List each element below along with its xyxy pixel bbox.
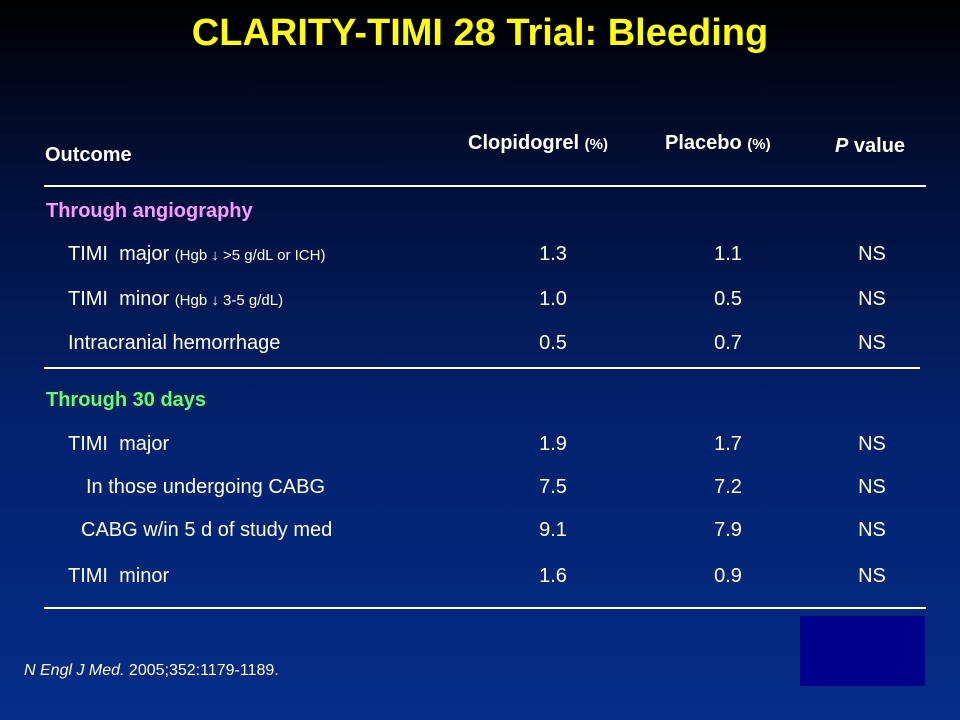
header-p-italic: P [835,135,849,157]
header-outcome-label: Outcome [45,144,132,166]
table-row: TIMI major (Hgb ↓ >5 g/dL or ICH) 1.3 1.… [0,243,960,273]
cell-clopidogrel: 9.1 [539,519,567,541]
header-placebo: Placebo (%) [665,132,771,155]
cell-clopidogrel: 1.0 [539,288,567,310]
table-row: In those undergoing CABG 7.5 7.2 NS [0,476,960,506]
section-divider [44,367,920,369]
header-clopidogrel: Clopidogrel (%) [468,132,608,155]
cell-clopidogrel: 1.6 [539,565,567,587]
header-clopidogrel-unit: (%) [584,136,608,153]
cell-placebo: 0.9 [714,565,742,587]
cell-p-value: NS [858,243,886,265]
row-label: TIMI major [68,433,170,455]
header-divider [44,185,926,187]
cell-p-value: NS [858,433,886,455]
row-label: TIMI minor (Hgb ↓ 3-5 g/dL) [68,288,283,311]
cell-clopidogrel: 7.5 [539,476,567,498]
row-label: CABG w/in 5 d of study med [81,519,333,541]
header-p-value: P value [835,135,905,158]
header-p-rest: value [848,135,906,157]
cell-p-value: NS [858,476,886,498]
cell-placebo: 7.9 [714,519,742,541]
cell-clopidogrel: 0.5 [539,332,567,354]
cell-placebo: 0.7 [714,332,742,354]
row-label: TIMI minor [68,565,170,587]
table-row: Intracranial hemorrhage 0.5 0.7 NS [0,332,960,362]
cell-placebo: 1.1 [714,243,742,265]
row-label: TIMI major (Hgb ↓ >5 g/dL or ICH) [68,243,325,266]
header-placebo-label: Placebo [665,132,742,154]
slide-title: CLARITY-TIMI 28 Trial: Bleeding [191,12,769,54]
cell-placebo: 0.5 [714,288,742,310]
header-clopidogrel-label: Clopidogrel [468,132,580,154]
table-bottom-divider [44,607,926,609]
decorative-box [800,616,925,686]
cell-p-value: NS [858,565,886,587]
header-placebo-unit: (%) [747,136,771,153]
table-row: CABG w/in 5 d of study med 9.1 7.9 NS [0,519,960,549]
citation: N Engl J Med. 2005;352:1179-1189. [24,662,279,680]
row-label-subtext: (Hgb ↓ 3-5 g/dL) [174,292,284,309]
citation-journal: N Engl J Med. [24,662,125,679]
cell-placebo: 7.2 [714,476,742,498]
cell-p-value: NS [858,519,886,541]
table-row: TIMI minor 1.6 0.9 NS [0,565,960,595]
row-label-text: TIMI minor [68,288,170,310]
citation-details: 2005;352:1179-1189. [124,662,279,679]
row-label-text: TIMI major [68,243,170,265]
row-label: Intracranial hemorrhage [68,332,281,354]
table-row: TIMI major 1.9 1.7 NS [0,433,960,463]
section-heading-30-days: Through 30 days [46,389,207,411]
cell-p-value: NS [858,332,886,354]
row-label: In those undergoing CABG [86,476,326,498]
section-heading-angiography: Through angiography [46,200,253,222]
cell-p-value: NS [858,288,886,310]
cell-placebo: 1.7 [714,433,742,455]
cell-clopidogrel: 1.3 [539,243,567,265]
cell-clopidogrel: 1.9 [539,433,567,455]
row-label-subtext: (Hgb ↓ >5 g/dL or ICH) [174,247,326,264]
table-row: TIMI minor (Hgb ↓ 3-5 g/dL) 1.0 0.5 NS [0,288,960,318]
header-outcome: Outcome [45,144,132,167]
